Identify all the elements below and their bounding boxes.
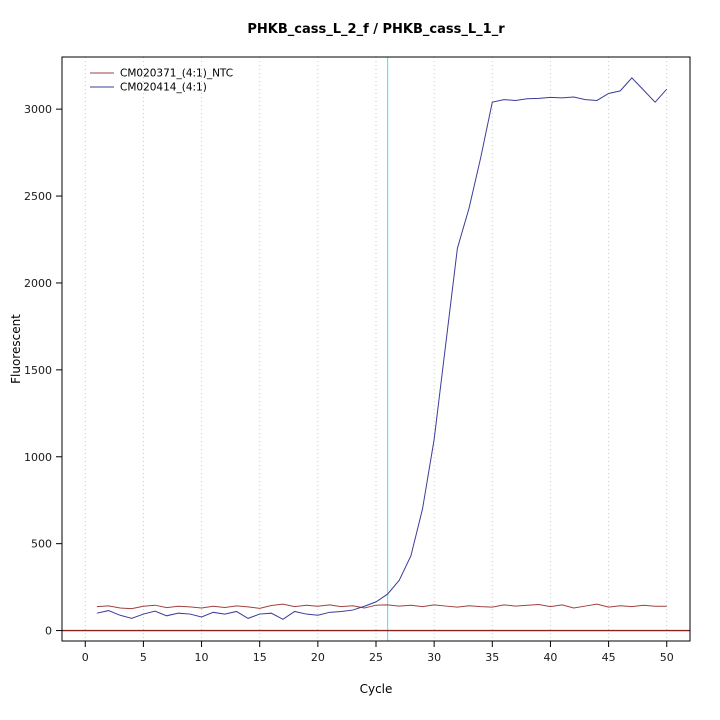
x-tick-label: 45 <box>602 651 616 664</box>
x-axis-label: Cycle <box>359 682 393 696</box>
y-tick-label: 0 <box>45 625 52 638</box>
y-tick-label: 500 <box>31 538 52 551</box>
x-tick-label: 20 <box>311 651 325 664</box>
legend: CM020371_(4:1)_NTC CM020414_(4:1) <box>90 68 233 94</box>
x-tick-label: 50 <box>660 651 674 664</box>
x-tick-label: 5 <box>140 651 147 664</box>
x-tick-label: 25 <box>369 651 383 664</box>
chart-title: PHKB_cass_L_2_f / PHKB_cass_L_1_r <box>247 22 505 37</box>
series-line-1 <box>96 603 667 610</box>
x-tick-label: 15 <box>253 651 267 664</box>
y-tick-label: 1500 <box>24 364 52 377</box>
legend-label: CM020371_(4:1)_NTC <box>120 68 233 80</box>
y-tick-label: 1000 <box>24 451 52 464</box>
y-tick-label: 3000 <box>24 103 52 116</box>
x-tick-label: 40 <box>543 651 557 664</box>
y-tick-label: 2500 <box>24 190 52 203</box>
x-tick-label: 35 <box>485 651 499 664</box>
series-line-2 <box>96 77 668 620</box>
y-tick-label: 2000 <box>24 277 52 290</box>
x-tick-label: 0 <box>82 651 89 664</box>
x-tick-label: 30 <box>427 651 441 664</box>
x-tick-label: 10 <box>195 651 209 664</box>
legend-label: CM020414_(4:1) <box>120 82 207 94</box>
